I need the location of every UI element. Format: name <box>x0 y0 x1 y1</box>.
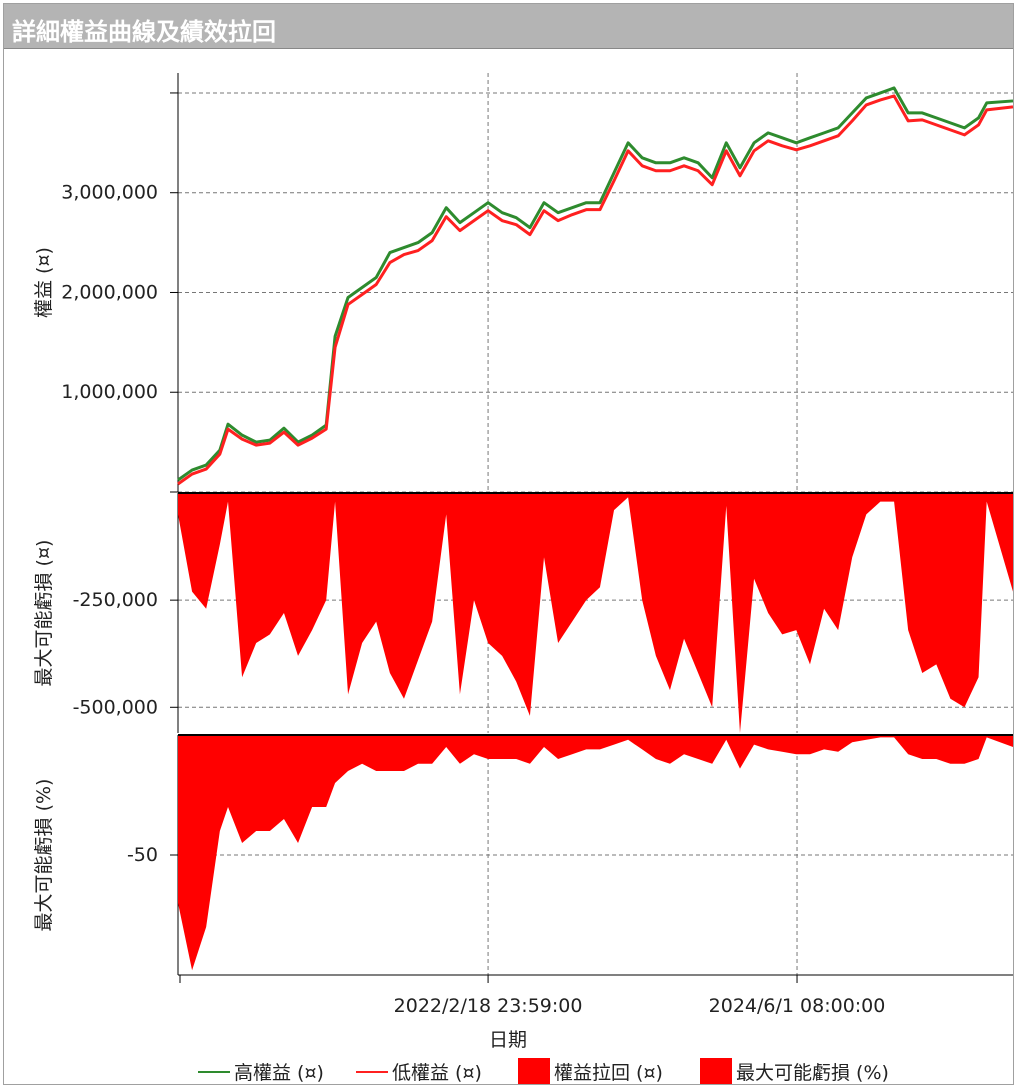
drawdown-area <box>178 735 1013 971</box>
x-tick-label: 2022/2/18 23:59:00 <box>394 995 583 1017</box>
y-tick-label: 1,000,000 <box>61 381 158 403</box>
title-bar: 詳細權益曲線及績效拉回 <box>4 4 1013 49</box>
legend-label: 最大可能虧損 (%) <box>736 1062 889 1084</box>
series-line-high-equity <box>177 86 1014 482</box>
drawdown-area <box>178 493 1013 733</box>
series-line-low-equity <box>177 94 1014 486</box>
y-axis-label: 最大可能虧損 (%) <box>33 779 55 932</box>
y-tick-label: 3,000,000 <box>61 182 158 204</box>
legend-swatch-box <box>518 1058 550 1084</box>
y-tick-label: -250,000 <box>73 589 158 611</box>
legend-label: 權益拉回 (¤) <box>554 1062 663 1084</box>
y-axis-label: 最大可能虧損 (¤) <box>33 540 55 687</box>
y-tick-label: -500,000 <box>73 696 158 718</box>
x-axis-label: 日期 <box>489 1029 527 1051</box>
y-tick-label: 2,000,000 <box>61 281 158 303</box>
legend-label: 高權益 (¤) <box>234 1062 324 1084</box>
y-tick-label: -50 <box>127 844 158 866</box>
legend-label: 低權益 (¤) <box>392 1062 482 1084</box>
x-tick-label: 2024/6/1 08:00:00 <box>709 995 886 1017</box>
chart-window <box>3 3 1014 1085</box>
window-title: 詳細權益曲線及績效拉回 <box>12 18 276 46</box>
legend-swatch-box <box>700 1058 732 1084</box>
y-axis-label: 權益 (¤) <box>33 247 55 318</box>
